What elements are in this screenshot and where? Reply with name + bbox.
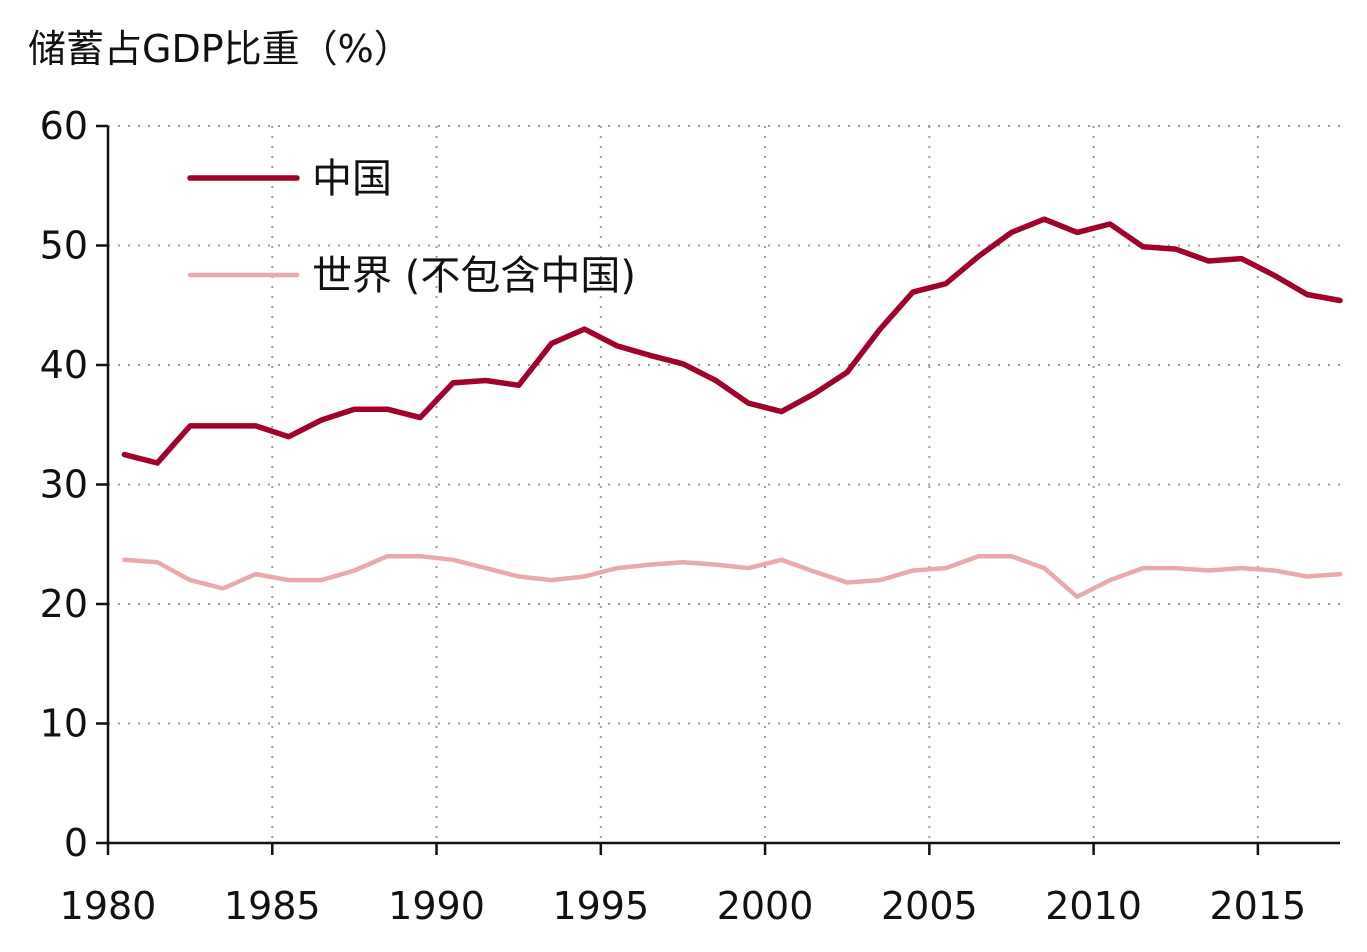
y-tick-label: 10 <box>40 702 88 746</box>
y-tick-label: 60 <box>40 104 88 148</box>
x-tick-label: 1990 <box>388 884 485 928</box>
y-tick-label: 50 <box>40 224 88 268</box>
x-tick-label: 2015 <box>1210 884 1307 928</box>
y-axis-title: 储蓄占GDP比重（%） <box>28 27 412 71</box>
gridlines <box>108 125 1340 843</box>
x-tick-label: 2005 <box>881 884 978 928</box>
y-tick-label: 0 <box>64 821 88 865</box>
legend-label-1: 世界 (不包含中国) <box>312 253 636 299</box>
y-tick-label: 20 <box>40 582 88 626</box>
series-lines <box>121 216 1343 600</box>
x-tick-label: 2010 <box>1045 884 1142 928</box>
y-tick-label: 30 <box>40 463 88 507</box>
legend-label-0: 中国 <box>312 156 392 202</box>
series-line-0 <box>121 216 1343 466</box>
series-line-1 <box>122 553 1343 600</box>
y-tick-label: 40 <box>40 343 88 387</box>
x-tick-label: 1985 <box>224 884 321 928</box>
axes: 0 10 20 30 40 50 60 1980 1985 1990 1995 2000 2005 201… <box>40 104 1340 928</box>
x-tick-label: 2000 <box>717 884 814 928</box>
x-tick-label: 1995 <box>552 884 649 928</box>
x-tick-label: 1980 <box>60 884 157 928</box>
